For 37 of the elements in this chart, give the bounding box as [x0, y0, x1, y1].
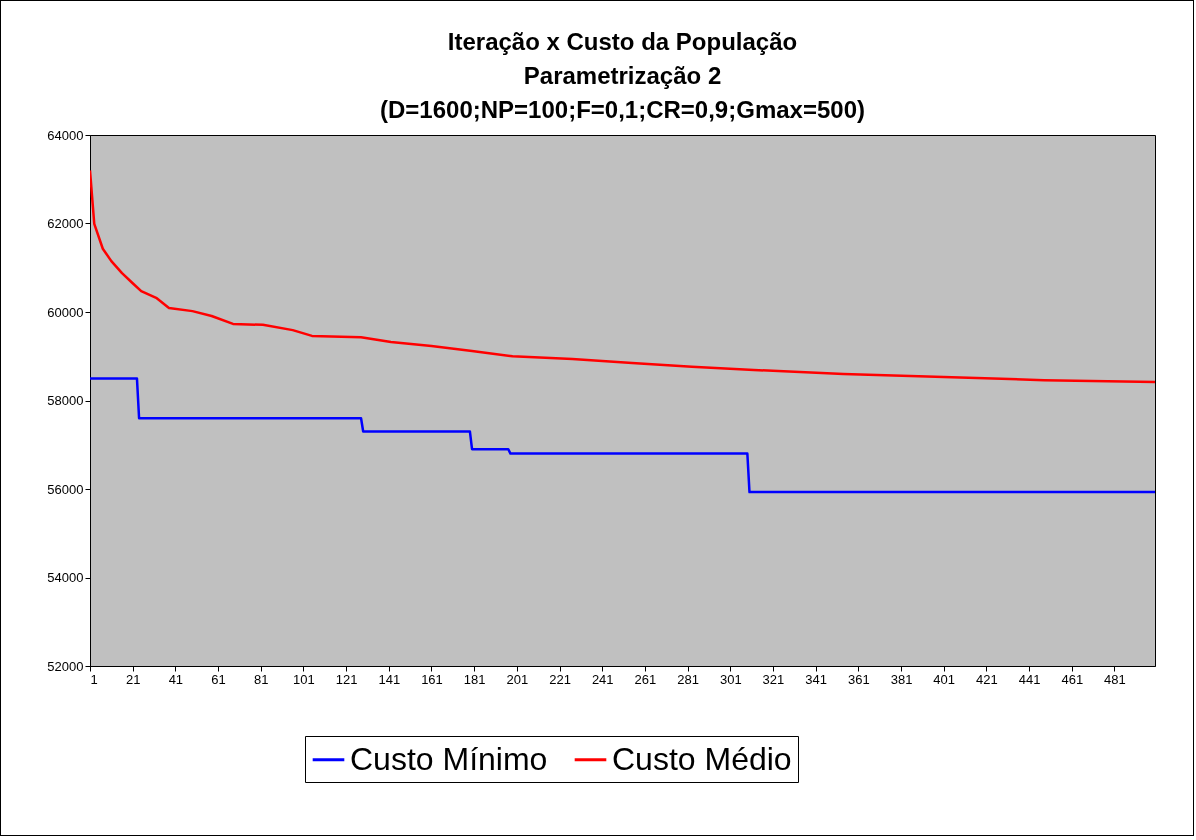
x-tick-label: 141	[378, 671, 401, 687]
x-tick-label: 361	[847, 671, 870, 687]
y-tick-label: 54000	[47, 570, 84, 585]
x-tick-label: 121	[335, 671, 358, 687]
x-tick-label: 161	[421, 671, 443, 687]
x-tick-label: 281	[677, 671, 699, 687]
x-tick-label: 41	[168, 671, 184, 687]
x-tick-label: 81	[254, 671, 269, 687]
x-tick-label: 381	[890, 671, 913, 687]
x-tick-label: 221	[549, 671, 571, 687]
x-tick-label: 301	[719, 671, 742, 687]
x-tick-label: 181	[463, 671, 486, 687]
legend-label: Custo Mínimo	[350, 740, 548, 777]
line-series	[90, 169, 1155, 384]
x-tick-label: 441	[1018, 671, 1041, 687]
x-tick-label: 261	[634, 671, 657, 687]
y-tick-label: 56000	[47, 481, 84, 497]
y-tick-label: 64000	[47, 127, 84, 143]
x-tick-label: 341	[805, 671, 827, 687]
y-tick-label: 60000	[47, 304, 84, 320]
x-tick-label: 201	[506, 671, 529, 687]
x-tick-label: 101	[293, 671, 315, 687]
x-tick-label: 421	[976, 671, 998, 687]
x-tick-label: 1	[90, 671, 98, 687]
x-tick-label: 321	[762, 671, 785, 687]
line-series	[90, 377, 1155, 494]
x-tick-label: 21	[125, 671, 141, 687]
x-tick-label: 461	[1061, 671, 1084, 687]
x-tick-label: 481	[1104, 671, 1126, 687]
x-tick-label: 401	[933, 671, 956, 687]
chart-title: Iteração x Custo da População Parametrização 2 (D=1600;NP=100;F=0,1;CR=0,9;Gmax=500)	[380, 28, 865, 123]
x-tick-label: 61	[211, 671, 226, 687]
y-tick-label: 52000	[47, 658, 84, 674]
y-tick-label: 62000	[47, 216, 84, 231]
y-tick-label: 58000	[47, 393, 84, 408]
legend-label: Custo Médio	[612, 740, 792, 777]
x-tick-label: 241	[591, 671, 614, 687]
